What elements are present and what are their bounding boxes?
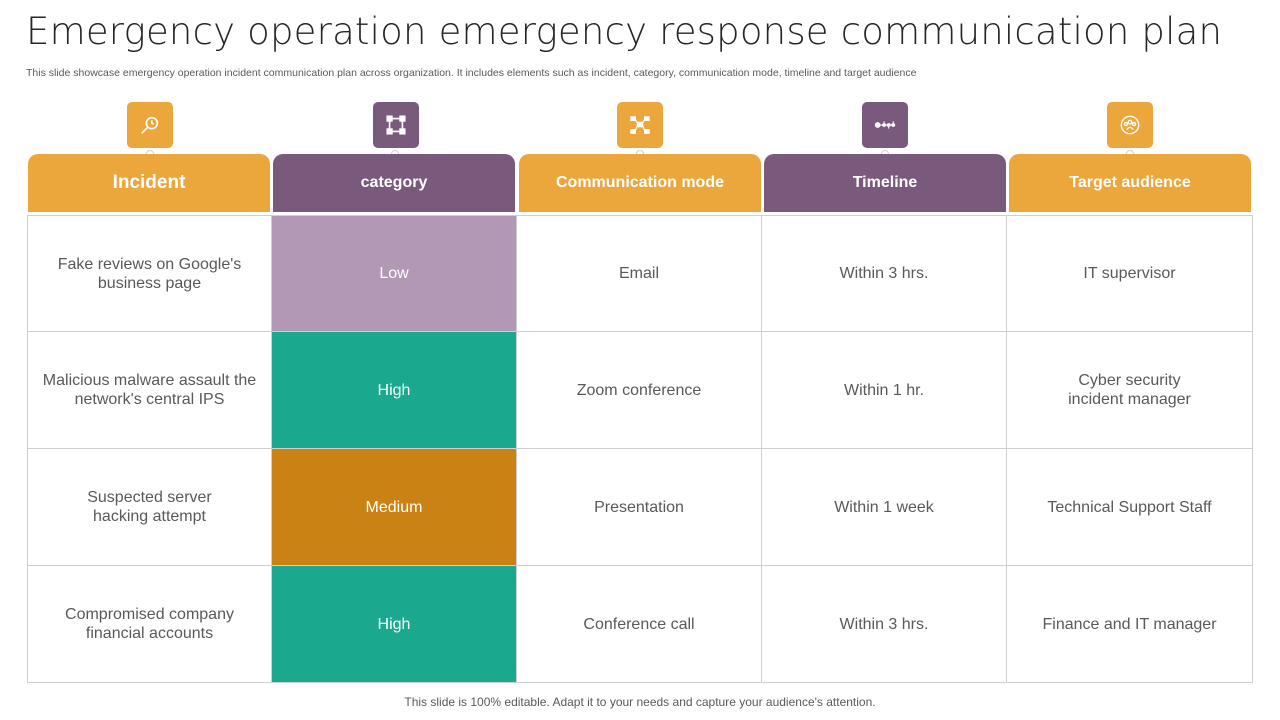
page-subtitle: This slide showcase emergency operation … <box>26 67 917 79</box>
column-header-timeline: Timeline <box>764 154 1006 212</box>
cell-target-audience: Technical Support Staff <box>1007 449 1253 566</box>
cell-incident: Malicious malware assault the network's … <box>27 332 272 449</box>
cell-timeline: Within 3 hrs. <box>762 215 1007 332</box>
cell-target-audience: IT supervisor <box>1007 215 1253 332</box>
column-header-target-audience: Target audience <box>1009 154 1251 212</box>
cell-communication-mode: Conference call <box>517 566 762 683</box>
cell-category: Medium <box>272 449 517 566</box>
page-title: Emergency operation emergency response c… <box>26 10 1223 53</box>
communication-plan-table: Fake reviews on Google's business page L… <box>27 215 1253 683</box>
column-header-incident: Incident <box>28 154 270 212</box>
network-icon <box>617 102 663 148</box>
cell-communication-mode: Presentation <box>517 449 762 566</box>
cell-communication-mode: Zoom conference <box>517 332 762 449</box>
magnifier-icon <box>127 102 173 148</box>
column-header-category: category <box>273 154 515 212</box>
cell-timeline: Within 3 hrs. <box>762 566 1007 683</box>
cell-incident: Suspected server hacking attempt <box>27 449 272 566</box>
cell-target-audience: Finance and IT manager <box>1007 566 1253 683</box>
cell-incident: Compromised company financial accounts <box>27 566 272 683</box>
footer-note: This slide is 100% editable. Adapt it to… <box>404 695 876 709</box>
cell-incident: Fake reviews on Google's business page <box>27 215 272 332</box>
column-header-communication-mode: Communication mode <box>519 154 761 212</box>
frame-icon <box>373 102 419 148</box>
cell-category: Low <box>272 215 517 332</box>
audience-icon <box>1107 102 1153 148</box>
timeline-icon <box>862 102 908 148</box>
cell-timeline: Within 1 week <box>762 449 1007 566</box>
cell-category: High <box>272 566 517 683</box>
cell-timeline: Within 1 hr. <box>762 332 1007 449</box>
cell-target-audience: Cyber security incident manager <box>1007 332 1253 449</box>
cell-category: High <box>272 332 517 449</box>
cell-communication-mode: Email <box>517 215 762 332</box>
